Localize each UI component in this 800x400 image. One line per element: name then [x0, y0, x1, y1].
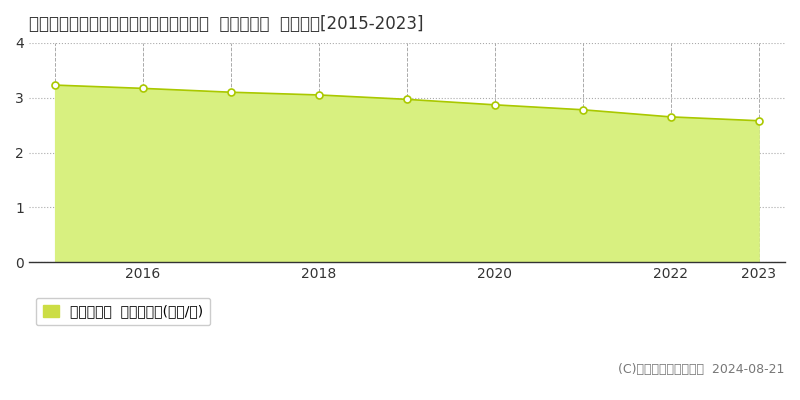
Text: (C)土地価格ドットコム  2024-08-21: (C)土地価格ドットコム 2024-08-21	[618, 363, 784, 376]
Text: 奈良県吉野郡下市町大字小路９０番１外  基準地価格  地価推移[2015-2023]: 奈良県吉野郡下市町大字小路９０番１外 基準地価格 地価推移[2015-2023]	[29, 15, 423, 33]
Legend: 基準地価格  平均坪単価(万円/坪): 基準地価格 平均坪単価(万円/坪)	[36, 298, 210, 326]
